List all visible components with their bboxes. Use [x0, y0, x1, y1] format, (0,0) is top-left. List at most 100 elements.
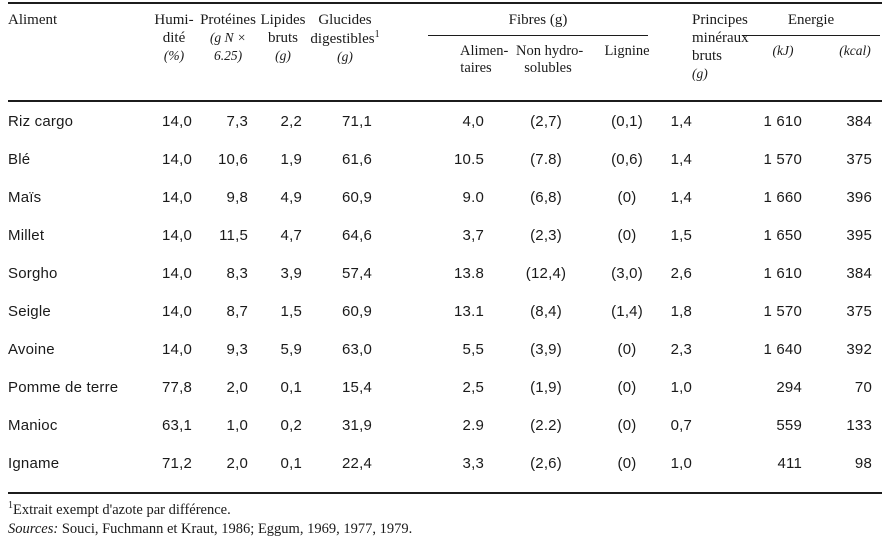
lipides-cell: 1,5	[280, 302, 302, 320]
fibres-nonhydro-cell: (8,4)	[530, 302, 562, 320]
table-row: Blé 14,0 10,6 1,9 61,6 10.5 (7.8) (0,6) …	[8, 140, 882, 178]
col-header-glucides: Glucides digestibles1 (g)	[310, 4, 380, 97]
proteines-cell: 11,5	[219, 226, 248, 244]
principes-cell: 0,7	[670, 416, 693, 434]
energie-kcal-cell: 384	[846, 264, 873, 282]
fibres-nonhydro-cell: (7.8)	[530, 150, 562, 168]
table-row: Millet 14,0 11,5 4,7 64,6 3,7 (2,3) (0) …	[8, 216, 882, 254]
fibres-nonhydro-cell: (6,8)	[530, 188, 562, 206]
energie-kj-cell: 1 650	[763, 226, 803, 244]
table-footnotes: 1Extrait exempt d'azote par différence. …	[8, 492, 882, 539]
mid-rule-row	[8, 97, 883, 102]
lignine-label: Lignine	[604, 42, 650, 59]
principes-cell: 1,5	[670, 226, 693, 244]
energie-kcal-cell: 395	[846, 226, 873, 244]
lipides-line2: bruts	[268, 30, 298, 46]
alimentaires-line1: Alimen-	[460, 42, 509, 59]
header-row-1: Aliment Humi- dité (%) Protéines (g N × …	[8, 4, 882, 81]
document-page: Aliment Humi- dité (%) Protéines (g N × …	[0, 2, 890, 539]
sources-text: Souci, Fuchmann et Kraut, 1986; Eggum, 1…	[58, 520, 413, 537]
humidite-cell: 71,2	[162, 454, 192, 472]
fibres-nonhydro-cell: (2,7)	[530, 112, 562, 130]
col-header-kj: (kJ)	[700, 40, 810, 97]
table-header: Aliment Humi- dité (%) Protéines (g N × …	[8, 4, 882, 97]
fibres-nonhydro-cell: (3,9)	[530, 340, 562, 358]
humidite-line2: dité	[162, 30, 186, 46]
energie-kcal-cell: 375	[846, 302, 873, 320]
humidite-cell: 14,0	[162, 188, 192, 206]
energie-group-label-rule: Energie	[742, 11, 881, 36]
lignine-cell: (0)	[617, 188, 637, 206]
fibres-alimentaires-cell: 4,0	[462, 112, 484, 130]
proteines-cell: 8,3	[226, 264, 248, 282]
fibres-alimentaires-cell: 2,5	[462, 378, 484, 396]
glucides-cell: 57,4	[342, 264, 372, 282]
proteines-unit1: (g N ×	[209, 30, 247, 45]
energie-kj-cell: 559	[776, 416, 803, 434]
col-header-proteines: Protéines (g N × 6.25)	[200, 4, 256, 97]
col-header-fibres-alimentaires: Alimen- taires	[380, 40, 508, 97]
table-row: Sorgho 14,0 8,3 3,9 57,4 13.8 (12,4) (3,…	[8, 254, 882, 292]
energie-group-label: Energie	[787, 12, 835, 28]
proteines-cell: 9,8	[226, 188, 248, 206]
table-row: Seigle 14,0 8,7 1,5 60,9 13.1 (8,4) (1,4…	[8, 292, 882, 330]
energie-kj-cell: 1 660	[763, 188, 803, 206]
energie-kj-cell: 411	[777, 454, 803, 472]
col-header-aliment: Aliment	[8, 4, 148, 97]
lipides-cell: 5,9	[280, 340, 302, 358]
glucides-cell: 64,6	[342, 226, 372, 244]
principes-cell: 2,6	[670, 264, 693, 282]
table-row: Riz cargo 14,0 7,3 2,2 71,1 4,0 (2,7) (0…	[8, 101, 882, 140]
energie-kcal-cell: 392	[846, 340, 873, 358]
fibres-alimentaires-cell: 9.0	[462, 188, 484, 206]
lignine-cell: (0)	[617, 454, 637, 472]
energie-kcal-cell: 133	[846, 416, 873, 434]
fibres-group-label-rule: Fibres (g)	[428, 11, 649, 36]
lignine-cell: (0,6)	[611, 150, 643, 168]
header-row-2: Alimen- taires Non hydro- solubles Ligni…	[8, 40, 882, 97]
glucides-cell: 22,4	[342, 454, 372, 472]
fibres-nonhydro-cell: (1,9)	[530, 378, 562, 396]
humidite-cell: 14,0	[162, 340, 192, 358]
lignine-cell: (0)	[617, 226, 637, 244]
lignine-cell: (0,1)	[611, 112, 643, 130]
lignine-cell: (0)	[617, 416, 637, 434]
lipides-unit: (g)	[275, 48, 291, 63]
kj-unit: (kJ)	[772, 42, 794, 58]
glucides-cell: 71,1	[342, 112, 372, 130]
humidite-cell: 14,0	[162, 302, 192, 320]
glucides-line1: Glucides	[318, 12, 372, 28]
col-header-kcal: (kcal)	[810, 40, 882, 97]
col-header-humidite: Humi- dité (%)	[148, 4, 200, 97]
table-row: Pomme de terre 77,8 2,0 0,1 15,4 2,5 (1,…	[8, 368, 882, 406]
principes-cell: 1,0	[670, 378, 693, 396]
lipides-cell: 4,9	[280, 188, 302, 206]
glucides-cell: 61,6	[342, 150, 372, 168]
principes-cell: 2,3	[670, 340, 693, 358]
energie-kj-cell: 294	[776, 378, 803, 396]
nutrition-table: Aliment Humi- dité (%) Protéines (g N × …	[8, 4, 883, 482]
glucides-footnote-mark: 1	[374, 29, 380, 40]
footnote-1: 1Extrait exempt d'azote par différence.	[8, 499, 882, 520]
aliment-cell: Blé	[8, 150, 31, 168]
lipides-cell: 4,7	[280, 226, 302, 244]
col-header-lignine: Lignine	[580, 40, 654, 97]
lipides-cell: 0,1	[280, 454, 302, 472]
fibres-nonhydro-cell: (12,4)	[525, 264, 567, 282]
energie-kj-cell: 1 640	[763, 340, 803, 358]
energie-kcal-cell: 70	[854, 378, 873, 396]
proteines-cell: 8,7	[226, 302, 248, 320]
proteines-cell: 2,0	[226, 454, 248, 472]
humidite-unit: (%)	[163, 48, 185, 63]
energie-kcal-cell: 396	[846, 188, 873, 206]
aliment-cell: Millet	[8, 226, 45, 244]
nonhydro-line2: solubles	[524, 59, 572, 76]
table-row: Igname 71,2 2,0 0,1 22,4 3,3 (2,6) (0) 1…	[8, 444, 882, 482]
proteines-line1: Protéines	[200, 12, 256, 28]
col-group-fibres: Fibres (g)	[380, 4, 654, 40]
humidite-cell: 14,0	[162, 112, 192, 130]
lipides-cell: 1,9	[280, 150, 302, 168]
col-group-energie: Energie	[700, 4, 882, 40]
energie-kj-cell: 1 570	[763, 302, 803, 320]
energie-kj-cell: 1 570	[763, 150, 803, 168]
